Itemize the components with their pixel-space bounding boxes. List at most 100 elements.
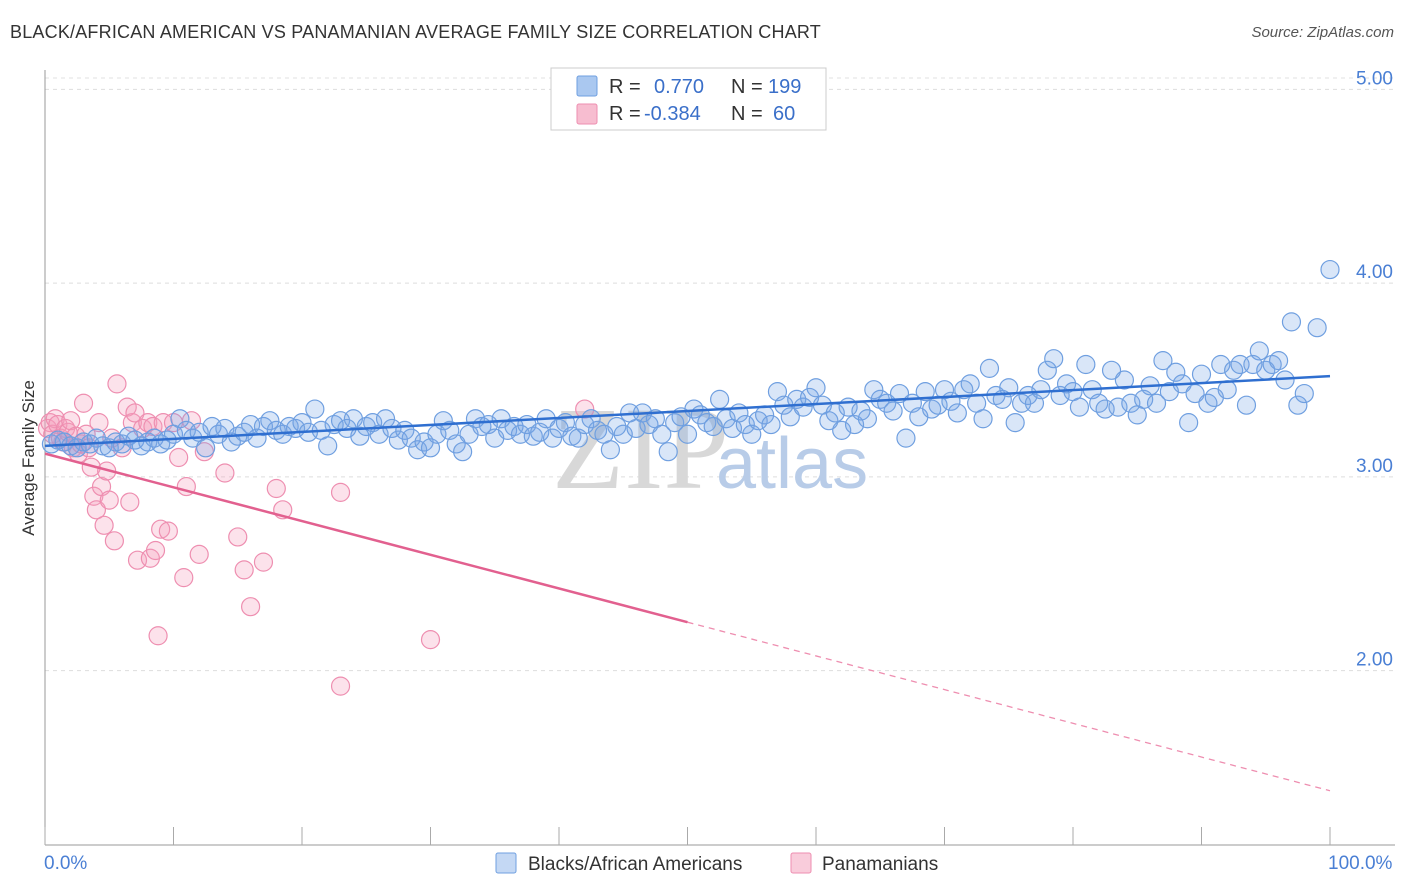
legend-n-label-panamanian: N = [731, 103, 763, 125]
panamanian-point-57 [330, 482, 351, 502]
watermark-atlas: atlas [716, 424, 868, 504]
y-tick-label-3: 5.00 [1356, 68, 1393, 89]
panamanian-point-59 [420, 630, 441, 650]
black-point-175 [1166, 362, 1186, 382]
panamanian-point-44 [169, 447, 189, 468]
axes [44, 70, 1395, 846]
panamanian-point-19 [86, 500, 107, 520]
panamanian-point-9 [61, 411, 81, 431]
panamanian-point-54 [253, 552, 274, 572]
series-legend: Blacks/African Americans Panamanians [495, 852, 938, 875]
panamanian-point-24 [99, 490, 119, 510]
legend-r-label-panamanian: R = [609, 103, 641, 125]
black-point-133 [896, 428, 916, 448]
black-point-167 [1114, 370, 1135, 390]
panamanian-point-53 [241, 597, 261, 617]
black-point-99 [677, 424, 698, 444]
panamanian-point-20 [89, 413, 109, 433]
legend-n-label-black: N = [731, 76, 763, 98]
black-point-34 [260, 411, 280, 431]
black-point-183 [1217, 380, 1237, 400]
legend-r-value-black: 0.770 [654, 76, 704, 98]
black-point-127 [857, 409, 878, 429]
black-point-168 [1121, 393, 1141, 413]
black-point-177 [1179, 413, 1199, 433]
black-point-161 [1076, 354, 1096, 375]
black-trend-line [44, 374, 1331, 448]
legend-r-label-black: R = [609, 76, 641, 98]
black-point-88 [607, 416, 627, 437]
black-point-193 [1281, 312, 1302, 332]
chart-title: BLACK/AFRICAN AMERICAN VS PANAMANIAN AVE… [10, 22, 821, 42]
black-point-104 [710, 389, 730, 409]
black-point-121 [819, 411, 839, 431]
x-tick-label-start: 0.0% [44, 853, 87, 874]
black-point-63 [446, 434, 466, 454]
correlation-legend: R = 0.770 N = 199 R = -0.384 N = 60 [550, 67, 827, 131]
legend-n-value-black: 199 [768, 76, 801, 98]
black-point-96 [658, 442, 678, 462]
black-point-194 [1288, 395, 1308, 415]
panamanian-point-55 [266, 478, 286, 499]
black-point-41 [305, 399, 325, 419]
black-point-155 [1037, 360, 1057, 380]
panamanian-point-30 [120, 492, 140, 512]
legend-n-value-panamanian: 60 [773, 103, 795, 125]
panamanian-point-22 [94, 515, 114, 535]
y-tick-label-0: 2.00 [1356, 650, 1393, 671]
panamanian-point-42 [158, 521, 178, 541]
panamanian-point-51 [228, 527, 248, 547]
black-point-172 [1146, 393, 1167, 413]
black-point-154 [1031, 380, 1051, 400]
y-tick-labels: 2.00 3.00 4.00 5.00 [1356, 68, 1393, 670]
black-point-196 [1307, 318, 1327, 338]
black-point-84 [581, 409, 601, 429]
black-points [41, 259, 1340, 462]
panamanian-point-29 [117, 397, 137, 417]
black-point-139 [934, 380, 955, 400]
y-tick-label-1: 3.00 [1356, 456, 1393, 477]
source-label: Source: ZipAtlas.com [1251, 24, 1394, 41]
black-point-11 [112, 434, 132, 454]
series-legend-label-black: Blacks/African Americans [528, 854, 742, 875]
panamanian-point-39 [148, 626, 168, 646]
panamanian-trend-line [44, 452, 688, 624]
panamanian-point-45 [174, 568, 194, 588]
series-legend-swatch-panamanian [790, 852, 812, 874]
black-point-141 [947, 403, 967, 423]
black-point-119 [806, 378, 826, 398]
x-tick-label-end: 100.0% [1328, 853, 1393, 874]
black-point-112 [761, 414, 781, 435]
legend-r-value-panamanian: -0.384 [644, 103, 701, 125]
panamanian-point-38 [145, 540, 166, 561]
black-point-197 [1320, 259, 1340, 280]
black-point-108 [735, 414, 755, 435]
black-point-143 [960, 374, 980, 394]
watermark-zip: ZIP [552, 383, 729, 514]
black-point-173 [1153, 351, 1173, 371]
black-point-87 [600, 440, 621, 460]
black-point-179 [1191, 364, 1212, 384]
black-point-115 [780, 407, 800, 427]
black-point-95 [652, 424, 672, 444]
panamanian-point-52 [234, 560, 254, 580]
black-point-145 [973, 409, 993, 429]
black-point-128 [864, 380, 884, 400]
black-point-56 [401, 428, 421, 448]
black-point-156 [1044, 349, 1064, 369]
black-point-165 [1101, 360, 1122, 380]
panamanian-point-32 [125, 403, 145, 423]
panamanian-point-48 [189, 544, 209, 564]
black-point-43 [318, 436, 338, 456]
black-point-166 [1108, 397, 1128, 417]
black-point-20 [170, 409, 190, 429]
black-point-24 [196, 438, 216, 458]
black-point-191 [1268, 351, 1289, 371]
panamanian-point-26 [104, 531, 124, 551]
black-point-146 [979, 358, 1000, 378]
panamanian-point-27 [107, 374, 127, 394]
black-point-188 [1249, 341, 1269, 361]
black-point-117 [793, 397, 813, 417]
y-axis-label: Average Family Size [19, 380, 38, 536]
panamanian-point-40 [151, 519, 171, 539]
